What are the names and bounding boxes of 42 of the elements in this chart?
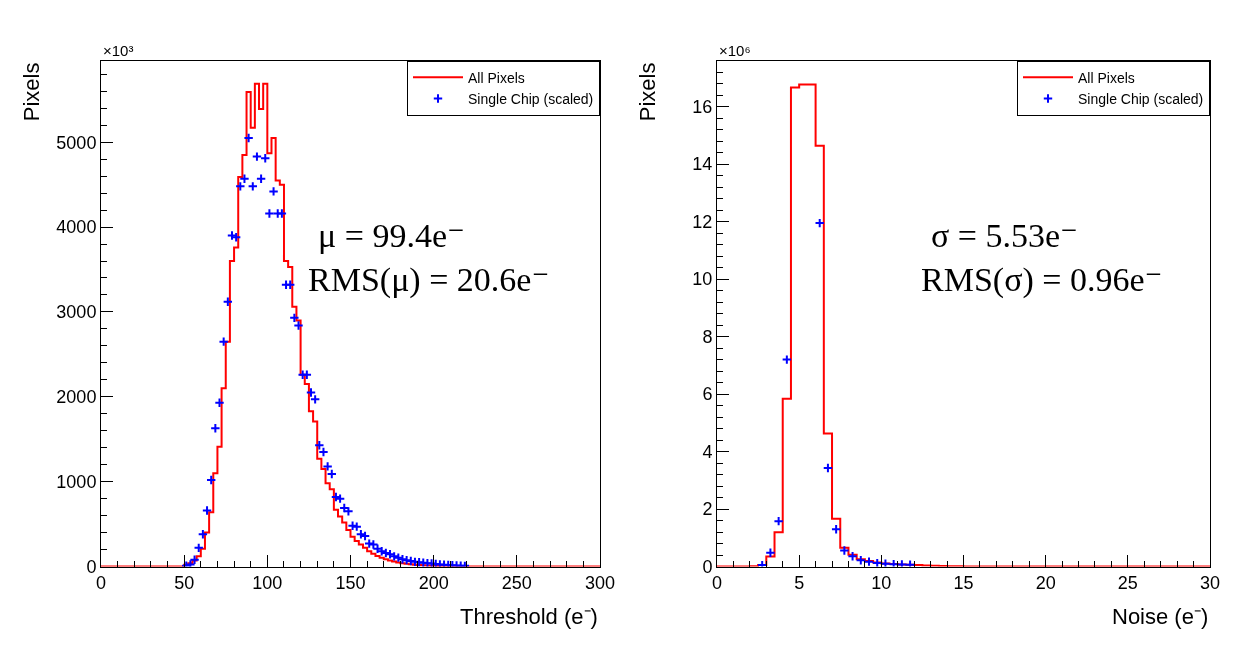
y-tick-label: 2000 — [56, 387, 97, 408]
legend-label: All Pixels — [468, 69, 525, 86]
legend-label: All Pixels — [1078, 69, 1135, 86]
y-tick-label: 6 — [702, 384, 713, 405]
x-tick-label: 30 — [1199, 573, 1221, 594]
legend-label: Single Chip (scaled) — [468, 90, 594, 107]
x-tick-label: 5 — [794, 573, 805, 594]
legend-label: Single Chip (scaled) — [1078, 90, 1204, 107]
y-axis-title: Pixels — [18, 62, 44, 122]
y-axis-title: Pixels — [634, 62, 660, 122]
y-tick-label: 8 — [702, 326, 713, 347]
annotation: σ = 5.53e⁻ — [931, 217, 1079, 254]
y-tick-label: 3000 — [56, 302, 97, 323]
y-tick-label: 5000 — [56, 132, 97, 153]
text: ×10⁶ — [719, 42, 751, 59]
x-tick-label: 15 — [953, 573, 974, 594]
x-tick-label: 50 — [174, 573, 195, 594]
annotation: μ = 99.4e⁻ — [318, 217, 465, 254]
y-tick-label: 4 — [702, 441, 713, 462]
x-tick-label: 200 — [418, 573, 449, 594]
y-tick-label: 4000 — [56, 217, 97, 238]
annotation: RMS(μ) = 20.6e⁻ — [308, 261, 550, 299]
y-tick-label: 1000 — [56, 471, 97, 492]
point — [839, 545, 850, 556]
y-tick-label: 0 — [702, 556, 713, 577]
x-tick-label: 300 — [584, 573, 616, 594]
x-tick-label: 100 — [252, 573, 283, 594]
x-tick-label: 25 — [1117, 573, 1138, 594]
x-axis-title: Noise (e⁻) — [1112, 604, 1209, 629]
y-tick-label: 2 — [702, 499, 713, 520]
x-tick-label: 250 — [501, 573, 532, 594]
y-tick-label: 12 — [692, 211, 713, 232]
y-tick-label: 0 — [86, 556, 97, 577]
text: ×10³ — [103, 42, 134, 59]
x-axis-title: Threshold (e⁻) — [460, 604, 598, 629]
y-tick-label: 14 — [692, 154, 713, 175]
y-tick-label: 16 — [692, 97, 713, 117]
x-tick-label: 150 — [335, 573, 366, 594]
x-tick-label: 20 — [1035, 573, 1056, 594]
y-tick-label: 10 — [692, 269, 713, 290]
annotation: RMS(σ) = 0.96e⁻ — [921, 261, 1163, 299]
x-tick-label: 10 — [871, 573, 892, 594]
